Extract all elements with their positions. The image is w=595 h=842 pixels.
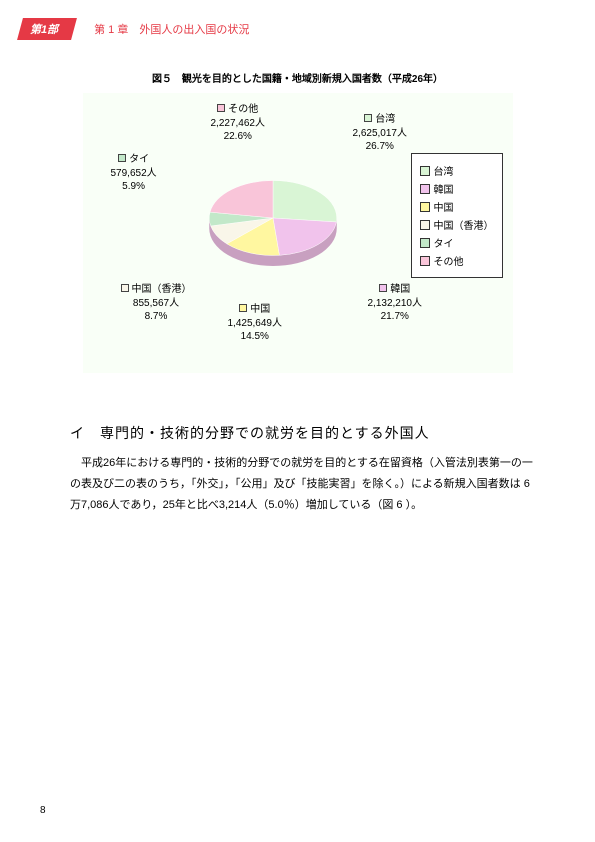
page-number: 8 xyxy=(40,805,46,816)
swatch-icon xyxy=(420,202,430,212)
marker-icon xyxy=(364,114,372,122)
part-badge-text: 第1部 xyxy=(30,21,58,37)
section-heading: イ 専門的・技術的分野での就労を目的とする外国人 xyxy=(70,423,535,443)
legend-item: その他 xyxy=(420,253,494,268)
legend-item: 中国（香港） xyxy=(420,217,494,232)
callout-taiwan: 台湾 2,625,017人 26.7% xyxy=(353,113,408,154)
legend-item: 中国 xyxy=(420,199,494,214)
legend-item: 台湾 xyxy=(420,163,494,178)
swatch-icon xyxy=(420,220,430,230)
callout-china: 中国 1,425,649人 14.5% xyxy=(228,303,283,344)
chart-legend: 台湾 韓国 中国 中国（香港） タイ その他 xyxy=(411,153,503,278)
callout-thai: タイ 579,652人 5.9% xyxy=(111,153,157,194)
section-paragraph: 平成26年における専門的・技術的分野での就労を目的とする在留資格（入管法別表第一… xyxy=(70,453,535,516)
marker-icon xyxy=(118,154,126,162)
legend-item: タイ xyxy=(420,235,494,250)
callout-hk: 中国（香港） 855,567人 8.7% xyxy=(121,283,192,324)
pie-chart xyxy=(193,173,353,278)
swatch-icon xyxy=(420,256,430,266)
legend-item: 韓国 xyxy=(420,181,494,196)
page-header: 第1部 第 1 章 外国人の出入国の状況 xyxy=(0,0,595,40)
callout-other: その他 2,227,462人 22.6% xyxy=(211,103,266,144)
body-section: イ 専門的・技術的分野での就労を目的とする外国人 平成26年における専門的・技術… xyxy=(0,373,595,516)
chapter-title: 第 1 章 外国人の出入国の状況 xyxy=(94,21,249,37)
pie-chart-area: 台湾 2,625,017人 26.7% 韓国 2,132,210人 21.7% … xyxy=(83,93,513,373)
part-badge: 第1部 xyxy=(17,18,77,40)
marker-icon xyxy=(121,284,129,292)
marker-icon xyxy=(239,304,247,312)
marker-icon xyxy=(217,104,225,112)
swatch-icon xyxy=(420,238,430,248)
marker-icon xyxy=(379,284,387,292)
callout-korea: 韓国 2,132,210人 21.7% xyxy=(368,283,423,324)
swatch-icon xyxy=(420,184,430,194)
chart-title: 図５ 観光を目的とした国籍・地域別新規入国者数（平成26年） xyxy=(0,70,595,85)
swatch-icon xyxy=(420,166,430,176)
